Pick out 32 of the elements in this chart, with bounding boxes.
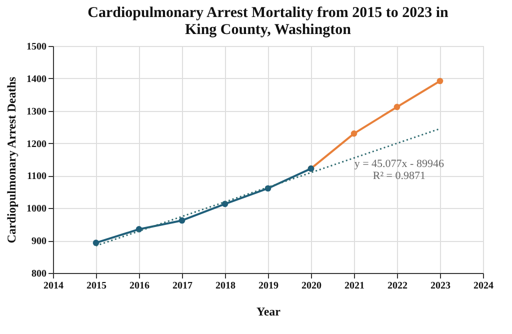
annotation: y = 45.077x - 89946 xyxy=(354,158,444,170)
point xyxy=(394,104,400,110)
x-tick-label: 2024 xyxy=(474,280,494,292)
point xyxy=(92,240,100,246)
y-tick-label: 800 xyxy=(32,268,46,280)
x-axis-title: Year xyxy=(256,304,282,318)
annotation: R² = 0.9871 xyxy=(372,170,426,182)
y-axis-title: Cardiopulmonary Arrest Deaths xyxy=(4,76,18,244)
y-tick-label: 1400 xyxy=(26,74,46,85)
y-tick-label: 1000 xyxy=(26,204,46,215)
y-tick-label: 900 xyxy=(32,236,46,248)
x-tick-label: 2023 xyxy=(430,280,450,292)
x-tick-label: 2022 xyxy=(388,280,408,292)
point xyxy=(350,130,358,137)
x-tick-label: 2021 xyxy=(344,280,364,292)
y-tick-label: 1200 xyxy=(26,138,46,150)
x-tick-label: 2016 xyxy=(130,280,150,292)
y-tick-label: 1300 xyxy=(26,106,46,118)
point xyxy=(264,185,272,192)
point xyxy=(436,78,444,84)
y-tick-label: 1100 xyxy=(27,171,46,182)
point xyxy=(178,217,186,224)
x-tick-label: 2017 xyxy=(172,280,192,292)
y-tick-label: 1500 xyxy=(26,42,46,52)
x-tick-label: 2015 xyxy=(86,280,106,292)
point xyxy=(136,226,142,232)
x-tick-label: 2014 xyxy=(44,280,64,292)
x-tick-label: 2018 xyxy=(216,280,236,292)
text: Cardiopulmonary Arrest Mortality from 2015 to 2023 in xyxy=(88,5,448,21)
x-tick-label: 2019 xyxy=(258,280,278,292)
x-tick-label: 2020 xyxy=(302,280,322,292)
text: King County, Washington xyxy=(184,22,352,38)
